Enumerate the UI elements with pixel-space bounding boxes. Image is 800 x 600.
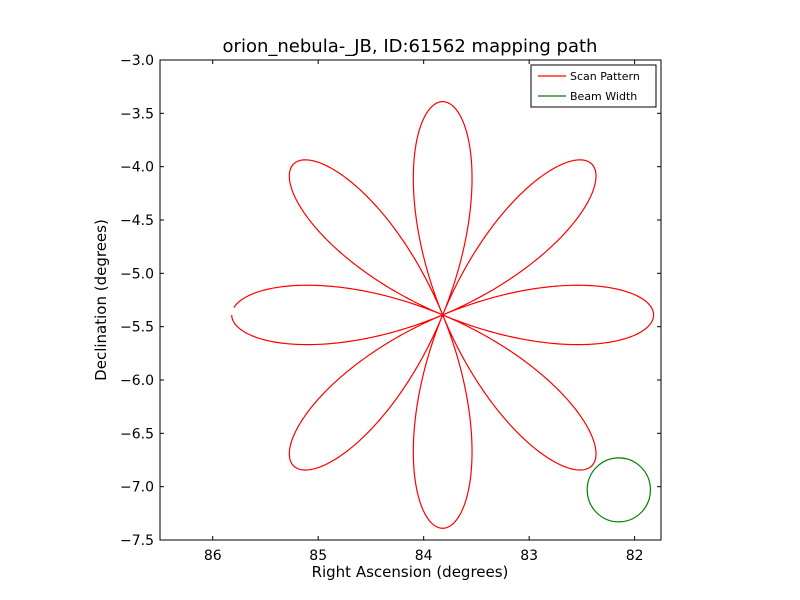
series-layer — [231, 100, 655, 529]
ticks-layer: 86 85 84 83 82 −3.0 −3.5 −4.0 −4.5 −5.0 −5.5 −6.0 −6… — [120, 53, 661, 564]
x-tick-label: 84 — [415, 548, 433, 564]
legend-label-beam-width: Beam Width — [570, 90, 637, 103]
y-tick-label: −3.5 — [120, 106, 154, 122]
y-tick-label: −7.5 — [120, 533, 154, 549]
x-tick-label: 82 — [626, 548, 644, 564]
chart-title: orion_nebula-_JB, ID:61562 mapping path — [223, 36, 598, 57]
legend-label-scan-pattern: Scan Pattern — [570, 70, 640, 83]
x-tick-label: 86 — [204, 548, 222, 564]
y-tick-label: −7.0 — [120, 480, 154, 496]
x-tick-label: 83 — [520, 548, 538, 564]
y-tick-label: −6.0 — [120, 373, 154, 389]
series-circle-beam-width — [586, 457, 652, 523]
y-tick-label: −5.5 — [120, 320, 154, 336]
series-line-scan-pattern — [231, 100, 655, 529]
y-tick-label: −4.0 — [120, 160, 154, 176]
y-tick-label: −6.5 — [120, 426, 154, 442]
legend: Scan Pattern Beam Width — [530, 64, 657, 108]
x-axis-title: Right Ascension (degrees) — [312, 563, 509, 581]
x-tick-label: 85 — [309, 548, 327, 564]
y-tick-label: −3.0 — [120, 53, 154, 69]
y-tick-label: −4.5 — [120, 213, 154, 229]
legend-box — [530, 64, 657, 108]
y-axis-title: Declination (degrees) — [92, 219, 110, 381]
y-tick-label: −5.0 — [120, 266, 154, 282]
plot-frame — [159, 59, 662, 541]
